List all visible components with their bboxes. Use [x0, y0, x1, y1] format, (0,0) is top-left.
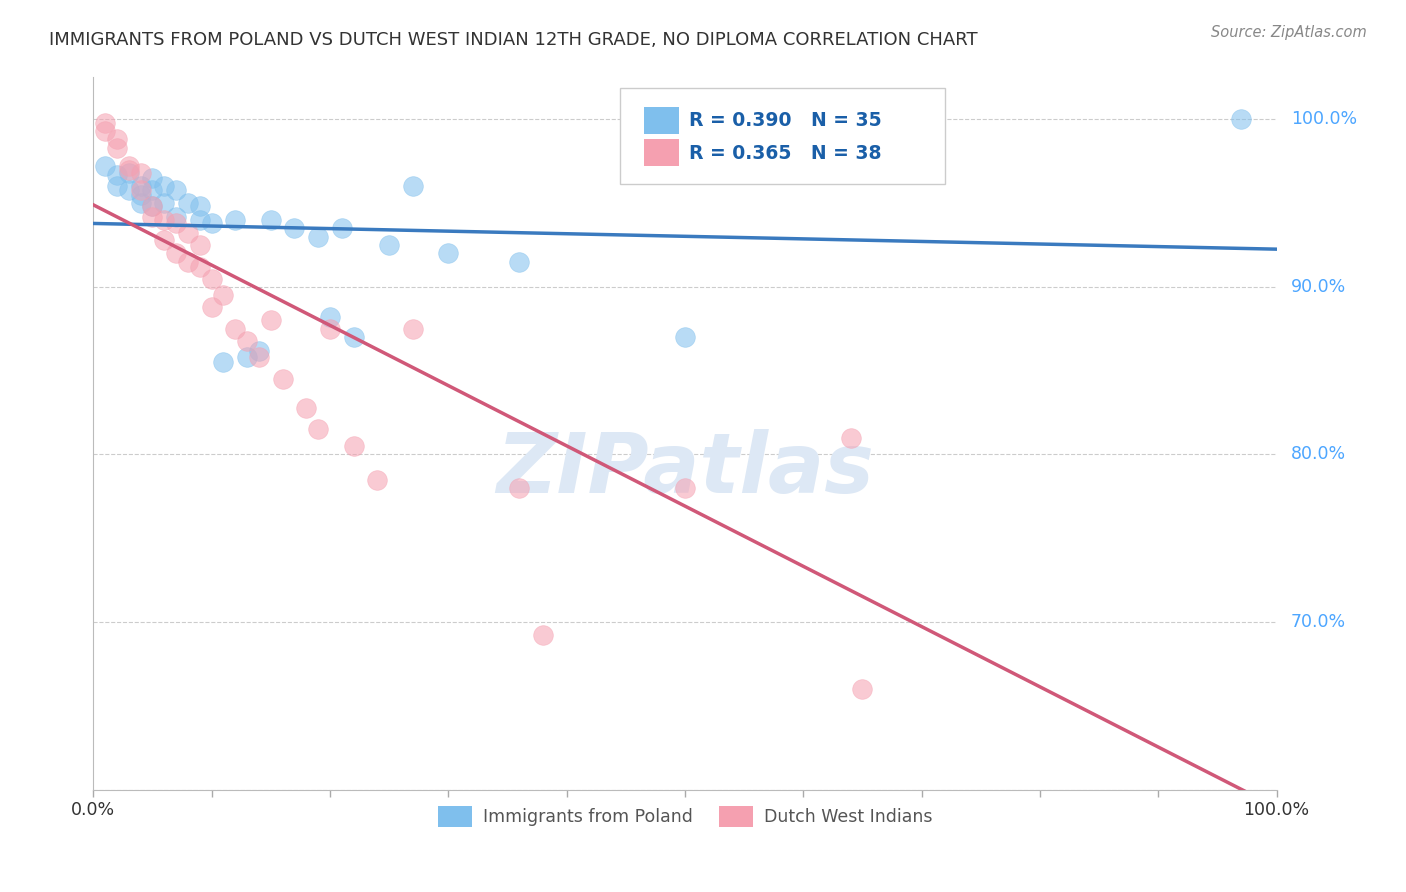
- Point: [247, 351, 270, 365]
- Point: [201, 300, 224, 314]
- Point: [141, 183, 163, 197]
- Point: [673, 481, 696, 495]
- Point: [153, 233, 176, 247]
- Point: [673, 166, 696, 180]
- Point: [165, 246, 187, 260]
- Point: [271, 372, 294, 386]
- Point: [165, 183, 187, 197]
- Point: [307, 422, 329, 436]
- Point: [129, 187, 152, 202]
- Point: [165, 210, 187, 224]
- Bar: [644, 107, 679, 135]
- Text: ZIPatlas: ZIPatlas: [496, 429, 875, 509]
- Point: [188, 238, 211, 252]
- Point: [188, 260, 211, 274]
- Text: Source: ZipAtlas.com: Source: ZipAtlas.com: [1211, 25, 1367, 40]
- Point: [118, 159, 141, 173]
- Point: [177, 196, 200, 211]
- Bar: [644, 139, 679, 167]
- Point: [366, 473, 388, 487]
- Point: [188, 199, 211, 213]
- Point: [307, 229, 329, 244]
- Point: [105, 168, 128, 182]
- Point: [177, 227, 200, 241]
- Point: [343, 330, 366, 344]
- Point: [129, 166, 152, 180]
- Point: [129, 179, 152, 194]
- Point: [94, 124, 117, 138]
- Point: [141, 171, 163, 186]
- Point: [165, 216, 187, 230]
- Point: [224, 322, 246, 336]
- Point: [188, 212, 211, 227]
- Point: [508, 254, 530, 268]
- Point: [673, 330, 696, 344]
- Text: 70.0%: 70.0%: [1291, 613, 1346, 631]
- Point: [531, 628, 554, 642]
- Point: [94, 159, 117, 173]
- Point: [247, 343, 270, 358]
- Point: [201, 271, 224, 285]
- Point: [212, 355, 235, 369]
- Point: [153, 179, 176, 194]
- Text: R = 0.390   N = 35: R = 0.390 N = 35: [689, 112, 882, 130]
- Point: [118, 183, 141, 197]
- Point: [153, 212, 176, 227]
- Legend: Immigrants from Poland, Dutch West Indians: Immigrants from Poland, Dutch West India…: [430, 799, 939, 834]
- Point: [141, 210, 163, 224]
- Point: [94, 116, 117, 130]
- Point: [319, 322, 342, 336]
- Point: [330, 221, 353, 235]
- Point: [153, 196, 176, 211]
- Point: [236, 351, 259, 365]
- Text: 90.0%: 90.0%: [1291, 278, 1346, 296]
- Point: [1230, 112, 1253, 127]
- Point: [118, 166, 141, 180]
- Point: [402, 322, 425, 336]
- Point: [224, 212, 246, 227]
- Point: [839, 431, 862, 445]
- Point: [260, 212, 283, 227]
- Point: [260, 313, 283, 327]
- Point: [295, 401, 318, 415]
- Point: [343, 439, 366, 453]
- Point: [105, 179, 128, 194]
- Point: [129, 196, 152, 211]
- Point: [177, 254, 200, 268]
- Point: [378, 238, 401, 252]
- Point: [437, 246, 460, 260]
- Point: [141, 199, 163, 213]
- Point: [141, 199, 163, 213]
- Point: [105, 132, 128, 146]
- Point: [402, 179, 425, 194]
- Point: [212, 288, 235, 302]
- Point: [201, 216, 224, 230]
- FancyBboxPatch shape: [620, 88, 945, 185]
- Text: 100.0%: 100.0%: [1291, 111, 1357, 128]
- Point: [851, 681, 873, 696]
- Text: IMMIGRANTS FROM POLAND VS DUTCH WEST INDIAN 12TH GRADE, NO DIPLOMA CORRELATION C: IMMIGRANTS FROM POLAND VS DUTCH WEST IND…: [49, 31, 977, 49]
- Point: [319, 310, 342, 324]
- Point: [508, 481, 530, 495]
- Text: 80.0%: 80.0%: [1291, 445, 1346, 464]
- Text: R = 0.365   N = 38: R = 0.365 N = 38: [689, 145, 882, 163]
- Point: [236, 334, 259, 348]
- Point: [118, 162, 141, 177]
- Point: [283, 221, 305, 235]
- Point: [129, 183, 152, 197]
- Point: [105, 141, 128, 155]
